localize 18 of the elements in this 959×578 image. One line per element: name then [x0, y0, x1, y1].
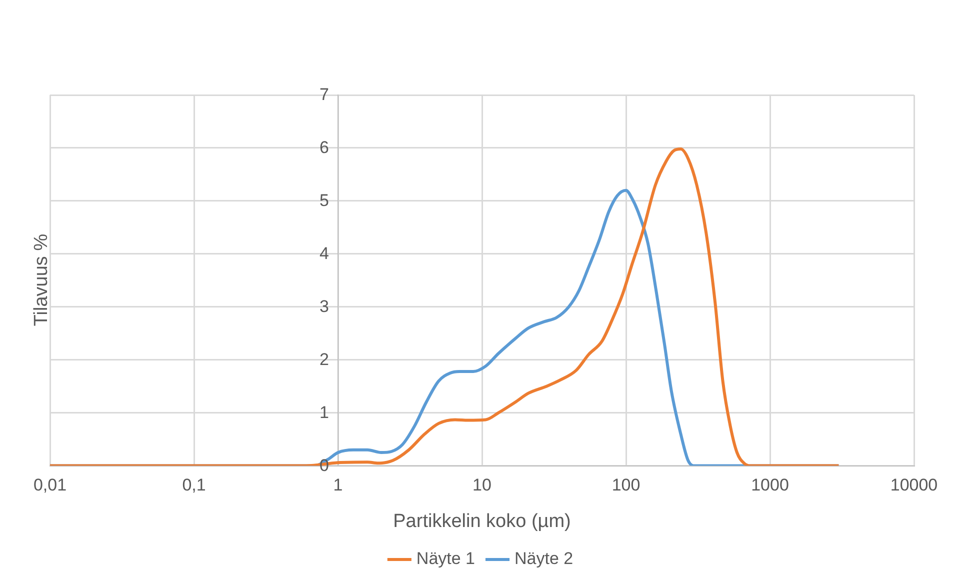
x-tick-label: 0,1	[182, 476, 206, 495]
y-tick-label: 6	[320, 138, 329, 158]
x-tick-label: 1000	[751, 476, 789, 495]
y-axis-title: Tilavuus %	[31, 234, 53, 326]
legend-label: Näyte 1	[416, 549, 476, 568]
y-tick-label: 3	[320, 297, 329, 316]
x-tick-label: 0,01	[33, 476, 67, 495]
x-tick-label: 10000	[890, 476, 938, 495]
y-tick-label: 4	[320, 244, 329, 264]
legend-label: Näyte 2	[514, 549, 574, 568]
x-axis-title: Partikkelin koko (µm)	[393, 510, 571, 532]
x-tick-label: 1	[333, 476, 343, 495]
x-tick-label: 10	[472, 476, 492, 495]
y-tick-label: 2	[320, 350, 329, 370]
y-tick-label: 1	[320, 403, 329, 422]
x-tick-label: 100	[612, 476, 640, 495]
y-tick-label: 5	[320, 191, 329, 210]
y-tick-label: 7	[320, 85, 329, 104]
